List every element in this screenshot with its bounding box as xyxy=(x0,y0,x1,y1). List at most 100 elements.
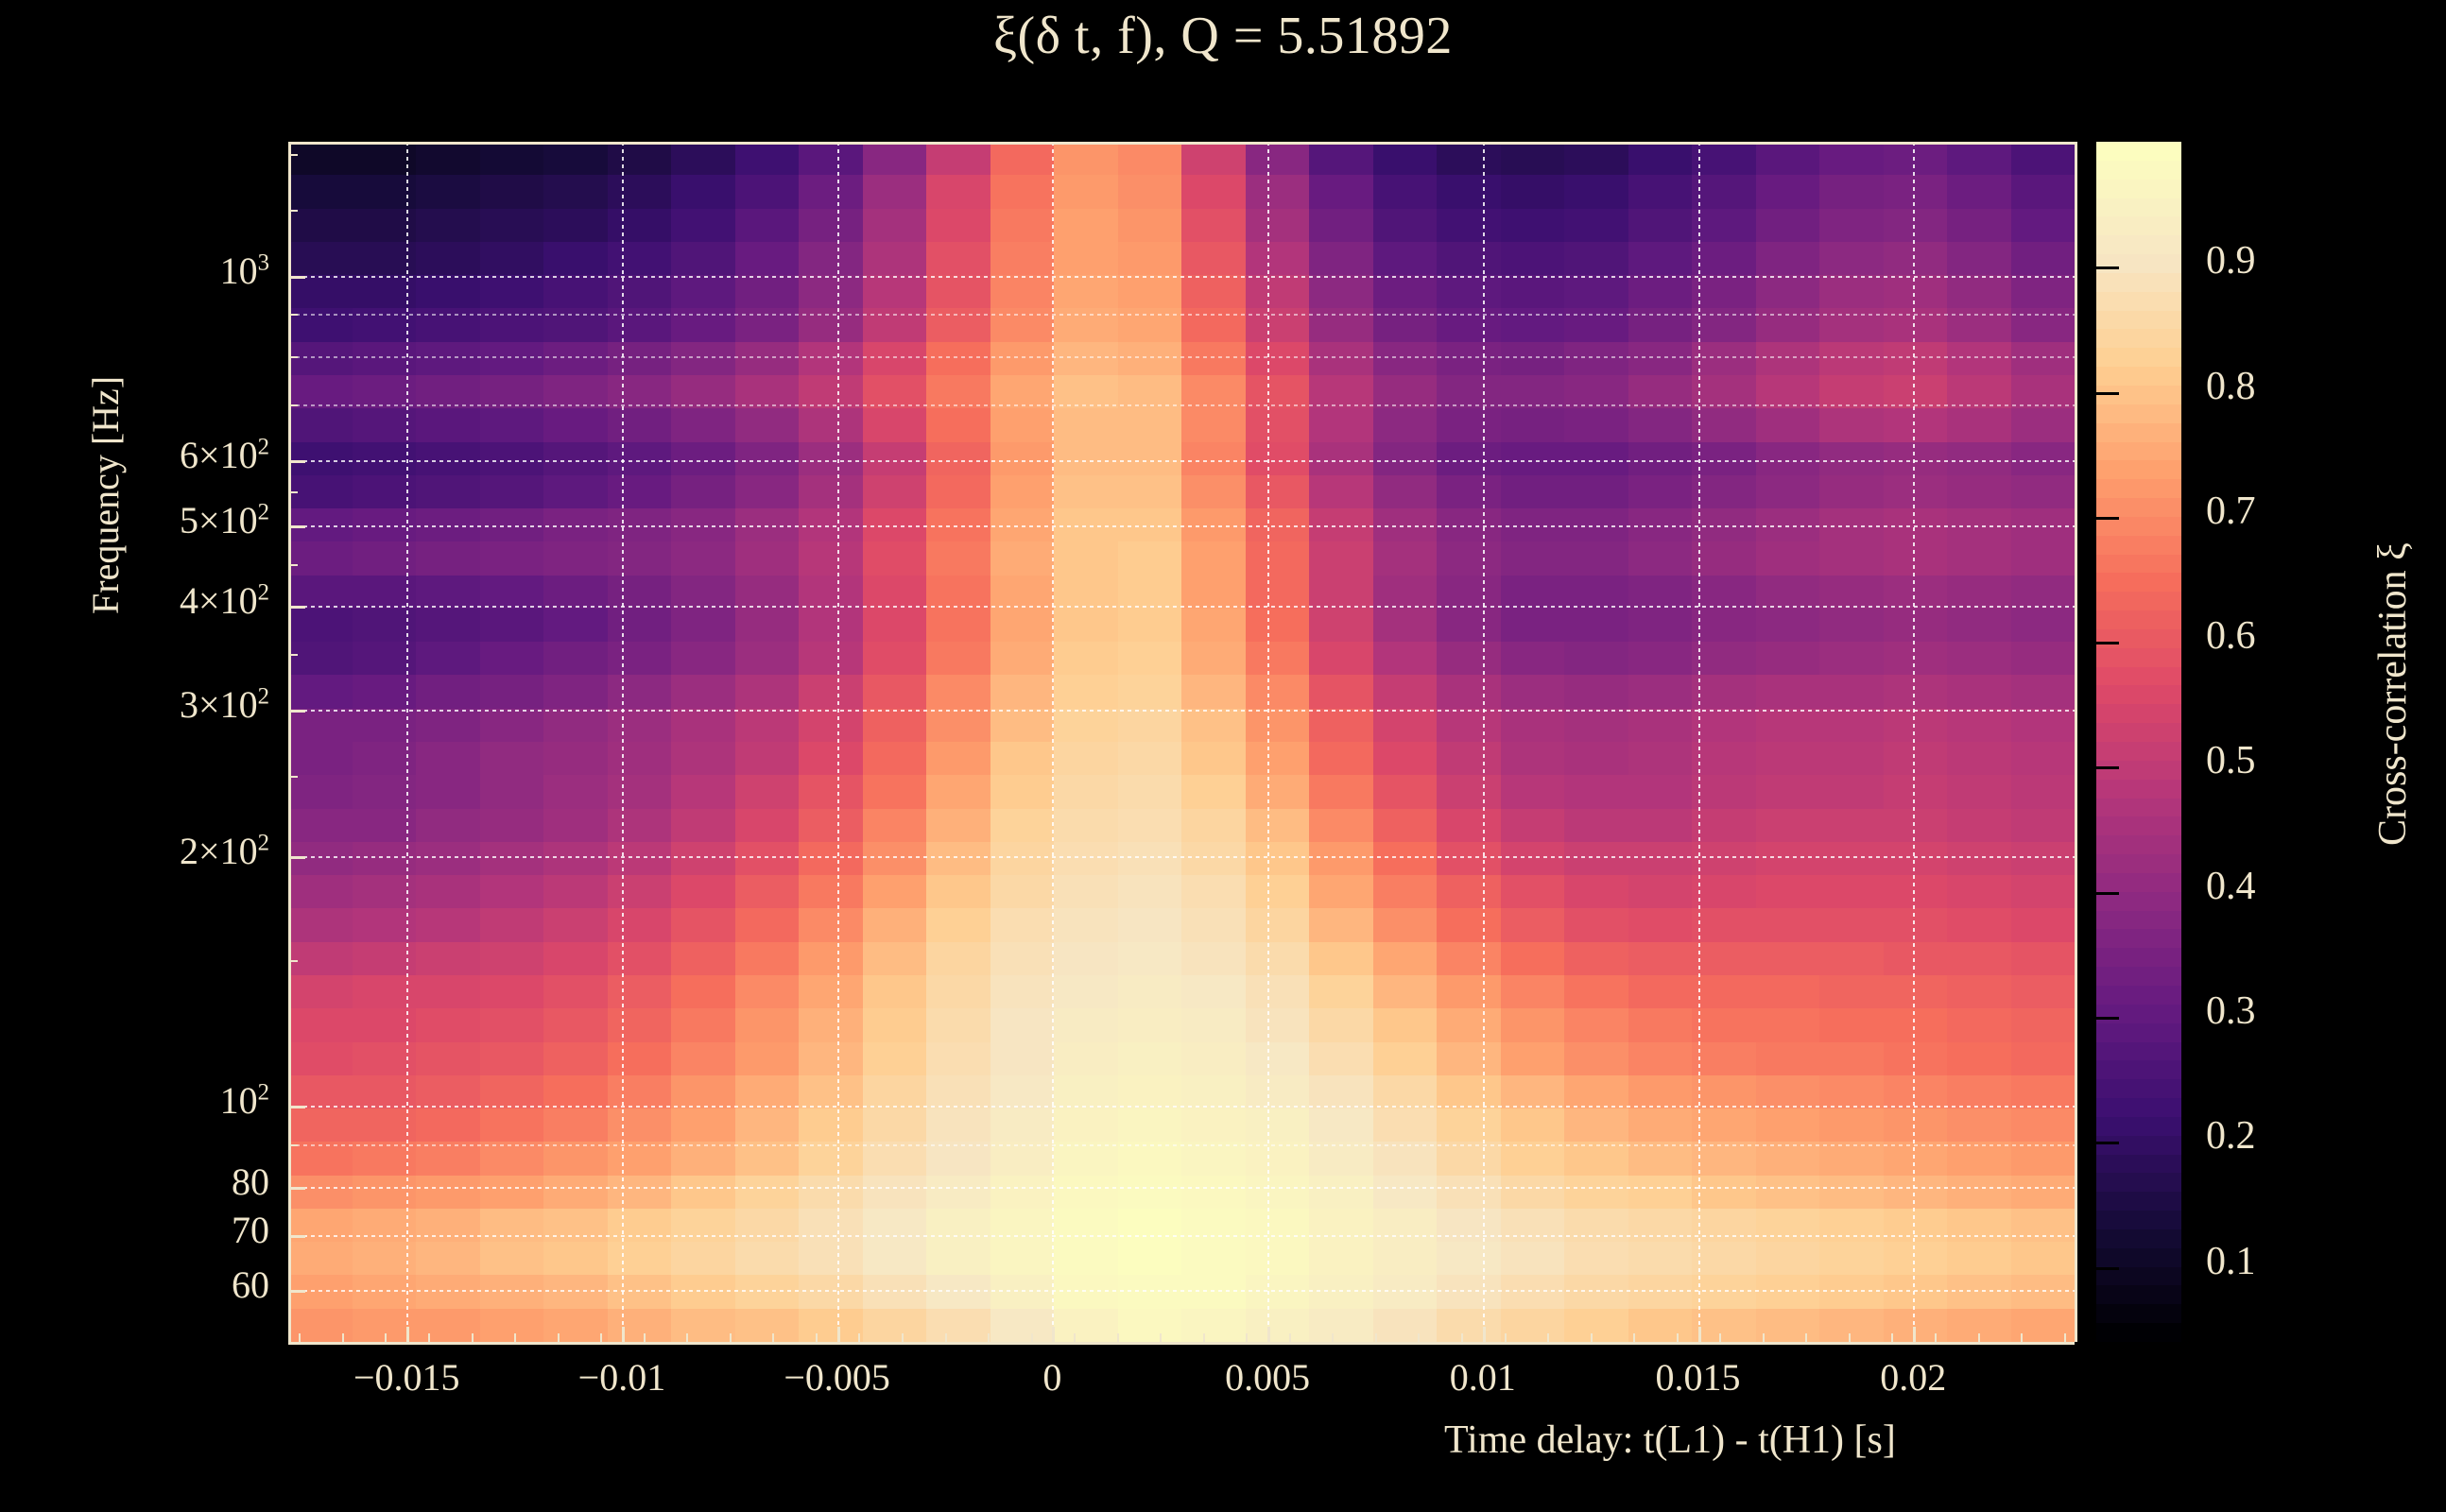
heatmap-cell xyxy=(1437,275,1501,309)
heatmap-cell xyxy=(926,708,990,742)
heatmap-cell xyxy=(479,208,543,242)
heatmap-cell xyxy=(607,1074,671,1109)
heatmap-cell xyxy=(799,742,863,776)
y-axis-minor-tick xyxy=(288,654,298,657)
colorbar-tick xyxy=(2096,766,2119,770)
colorbar-tick xyxy=(2096,1017,2119,1021)
heatmap-cell xyxy=(1117,841,1181,876)
heatmap-cell xyxy=(1564,1275,1628,1309)
heatmap-cell xyxy=(607,1108,671,1143)
heatmap-cell xyxy=(1181,474,1246,509)
heatmap-cell xyxy=(607,1142,671,1176)
colorbar-segment xyxy=(2096,628,2181,648)
heatmap-cell xyxy=(1819,675,1884,709)
colorbar-segment xyxy=(2096,535,2181,555)
heatmap-cell xyxy=(2010,508,2075,542)
heatmap-cell xyxy=(352,1175,416,1209)
heatmap-cell xyxy=(1819,708,1884,742)
heatmap-cell xyxy=(1117,1242,1181,1276)
heatmap-cell xyxy=(1628,808,1692,842)
heatmap-cell xyxy=(1309,408,1373,442)
heatmap-cell xyxy=(416,575,480,609)
heatmap-cell xyxy=(1117,642,1181,676)
heatmap-cell xyxy=(1564,1108,1628,1143)
heatmap-cell xyxy=(1117,341,1181,375)
heatmap-cell xyxy=(734,1108,799,1143)
heatmap-cell xyxy=(1309,1208,1373,1243)
heatmap-cell xyxy=(926,642,990,676)
heatmap-cell xyxy=(1245,1108,1309,1143)
x-axis-minor-tick xyxy=(815,1333,818,1342)
heatmap-cell xyxy=(416,1208,480,1243)
heatmap-cell xyxy=(543,208,608,242)
heatmap-cell xyxy=(288,742,353,776)
heatmap-cell xyxy=(1692,474,1756,509)
heatmap-cell xyxy=(1437,1142,1501,1176)
heatmap-cell xyxy=(1755,775,1819,809)
heatmap-cell xyxy=(1628,308,1692,342)
heatmap-cell xyxy=(543,608,608,643)
heatmap-cell xyxy=(607,875,671,909)
heatmap-cell xyxy=(990,441,1054,475)
heatmap-cell xyxy=(1692,541,1756,576)
heatmap-cell xyxy=(1628,1008,1692,1042)
heatmap-cell xyxy=(1564,341,1628,375)
heatmap-cell xyxy=(1309,1275,1373,1309)
heatmap-cell xyxy=(352,742,416,776)
heatmap-cell xyxy=(990,642,1054,676)
heatmap-cell xyxy=(1819,941,1884,975)
heatmap-cell xyxy=(1755,441,1819,475)
heatmap-cell xyxy=(1628,142,1692,176)
heatmap-cell xyxy=(607,841,671,876)
heatmap-cell xyxy=(1181,1208,1246,1243)
x-axis-minor-tick xyxy=(2063,1333,2066,1342)
heatmap-cell xyxy=(1628,974,1692,1009)
heatmap-cell xyxy=(671,808,735,842)
heatmap-cell xyxy=(1500,808,1564,842)
heatmap-cell xyxy=(1628,875,1692,909)
heatmap-cell xyxy=(1564,742,1628,776)
heatmap-cell xyxy=(799,1074,863,1109)
heatmap-cell xyxy=(1883,1242,1947,1276)
heatmap-cell xyxy=(1054,608,1118,643)
heatmap-cell xyxy=(1564,775,1628,809)
heatmap-cell xyxy=(926,974,990,1009)
heatmap-cell xyxy=(479,175,543,209)
heatmap-cell xyxy=(1500,875,1564,909)
heatmap-cell xyxy=(1117,474,1181,509)
heatmap-cell xyxy=(1117,1041,1181,1075)
colorbar-tick-label: 0.4 xyxy=(2206,864,2256,908)
colorbar-segment xyxy=(2096,929,2181,949)
heatmap-cell xyxy=(607,175,671,209)
heatmap-cell xyxy=(1372,374,1437,409)
heatmap-cell xyxy=(1500,775,1564,809)
heatmap-cell xyxy=(607,908,671,942)
heatmap-cell xyxy=(734,1041,799,1075)
heatmap-cell xyxy=(543,1275,608,1309)
heatmap-cell xyxy=(1819,175,1884,209)
heatmap-cell xyxy=(1500,374,1564,409)
heatmap-cell xyxy=(799,1208,863,1243)
heatmap-cell xyxy=(1181,1175,1246,1209)
heatmap-cell xyxy=(607,1041,671,1075)
x-axis-tick xyxy=(1052,1327,1056,1342)
heatmap-cell xyxy=(352,1308,416,1342)
heatmap-cell xyxy=(1117,374,1181,409)
heatmap-cell xyxy=(352,374,416,409)
heatmap-cell xyxy=(1437,441,1501,475)
heatmap-cell xyxy=(607,441,671,475)
heatmap-cell xyxy=(1628,908,1692,942)
y-axis-minor-tick xyxy=(288,563,298,566)
heatmap-cell xyxy=(1564,1208,1628,1243)
heatmap-cell xyxy=(1883,841,1947,876)
x-axis-minor-tick xyxy=(428,1333,430,1342)
heatmap-cell xyxy=(352,775,416,809)
heatmap-cell xyxy=(1372,575,1437,609)
heatmap-cell xyxy=(352,841,416,876)
heatmap-cell xyxy=(799,474,863,509)
heatmap-cell xyxy=(1054,742,1118,776)
heatmap-cell xyxy=(926,441,990,475)
heatmap-cell xyxy=(2010,1275,2075,1309)
heatmap-cell xyxy=(1054,675,1118,709)
heatmap-cell xyxy=(1947,142,2011,176)
